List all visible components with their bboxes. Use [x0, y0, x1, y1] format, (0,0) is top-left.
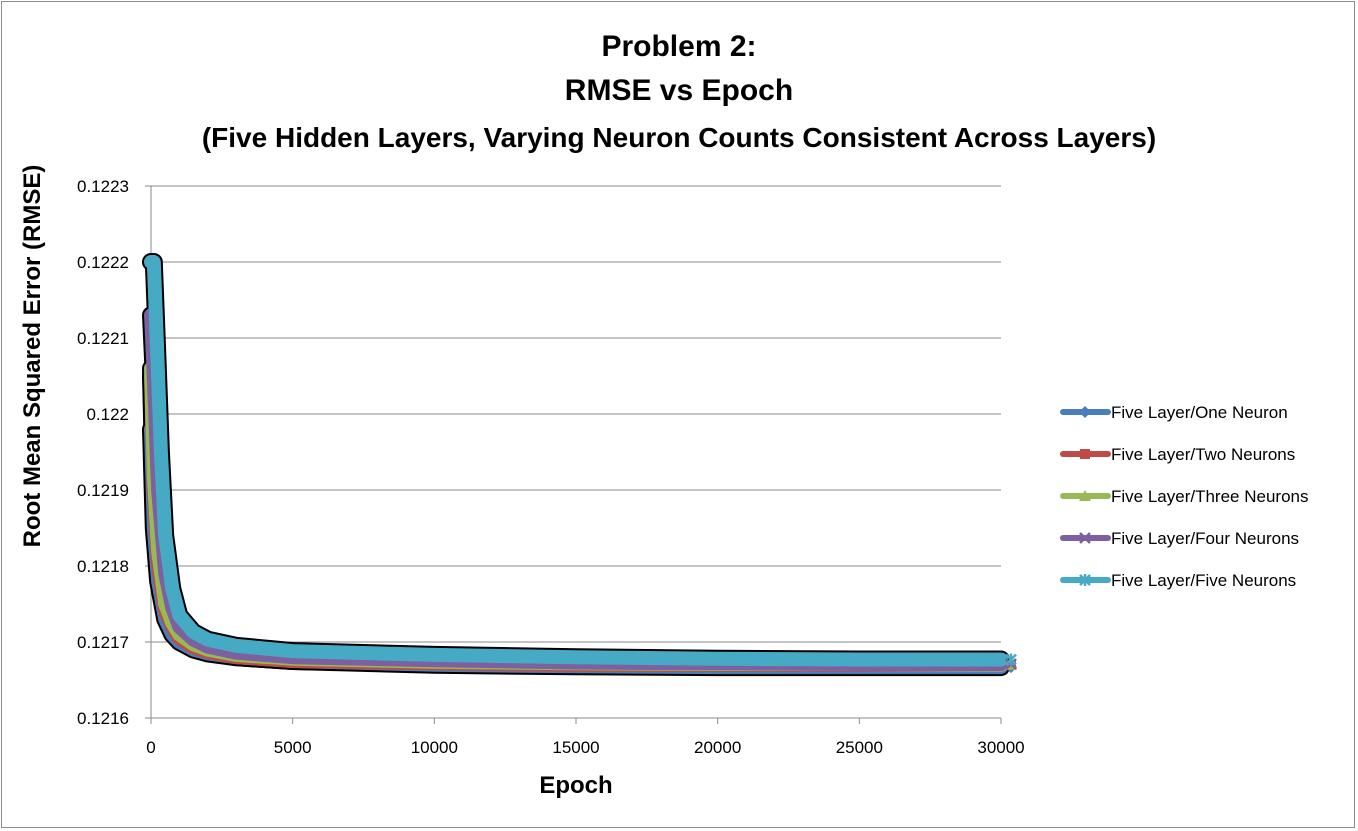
x-tick-label: 25000	[836, 738, 883, 757]
y-tick-label: 0.1219	[77, 481, 129, 500]
y-tick-label: 0.1216	[77, 709, 129, 728]
legend-marker-five-layer-four-neurons	[1079, 532, 1091, 544]
series-line-five-layer-one-neuron	[144, 422, 1008, 675]
legend: Five Layer/One Neuron Five Layer/Two Neur…	[1060, 403, 1308, 590]
series-outline	[142, 367, 1010, 674]
legend-label-five-layer-three-neurons: Five Layer/Three Neurons	[1111, 487, 1308, 506]
chart-title-line-2: RMSE vs Epoch	[564, 74, 794, 107]
x-tick-label: 10000	[411, 738, 458, 757]
x-tick-label: 0	[146, 738, 155, 757]
chart-title-line-1: Problem 2:	[601, 30, 757, 63]
legend-label-five-layer-five-neurons: Five Layer/Five Neurons	[1111, 571, 1296, 590]
y-tick-label: 0.1223	[77, 177, 129, 196]
series-line-five-layer-three-neurons	[144, 361, 1008, 672]
legend-marker-five-layer-five-neurons	[1079, 574, 1091, 586]
x-tick-label: 20000	[694, 738, 741, 757]
y-tick-label: 0.122	[86, 405, 129, 424]
y-tick-label: 0.1221	[77, 329, 129, 348]
y-tick-label: 0.1222	[77, 253, 129, 272]
series-outline	[142, 420, 1010, 677]
legend-label-five-layer-two-neurons: Five Layer/Two Neurons	[1111, 445, 1295, 464]
y-tick-label: 0.1218	[77, 557, 129, 576]
y-tick-labels: 0.1216 0.1217 0.1218 0.1219 0.122 0.1221 0.122…	[77, 177, 129, 728]
series-outline	[142, 359, 1010, 674]
x-axis-title: Epoch	[539, 772, 612, 799]
x-tick-labels: 0 5000 10000 15000 20000 25000 30000	[146, 738, 1024, 757]
x-tick-label: 5000	[274, 738, 312, 757]
series-group	[142, 253, 1017, 677]
legend-label-five-layer-four-neurons: Five Layer/Four Neurons	[1111, 529, 1299, 548]
legend-marker-five-layer-one-neuron	[1079, 406, 1091, 418]
series-end-marker	[1005, 653, 1017, 666]
legend-label-five-layer-one-neuron: Five Layer/One Neuron	[1111, 403, 1288, 422]
x-tick-label: 30000	[977, 738, 1024, 757]
y-axis-title: Root Mean Squared Error (RMSE)	[19, 165, 46, 548]
y-tick-label: 0.1217	[77, 633, 129, 652]
legend-marker-five-layer-three-neurons	[1079, 490, 1091, 501]
chart-title-line-3: (Five Hidden Layers, Varying Neuron Coun…	[201, 122, 1157, 153]
series-outline	[142, 253, 1010, 669]
series-line-five-layer-five-neurons	[144, 255, 1008, 667]
series-line-five-layer-two-neurons	[144, 369, 1008, 672]
legend-marker-five-layer-two-neurons	[1080, 449, 1090, 459]
x-tick-label: 15000	[552, 738, 599, 757]
gridlines	[145, 185, 1001, 719]
